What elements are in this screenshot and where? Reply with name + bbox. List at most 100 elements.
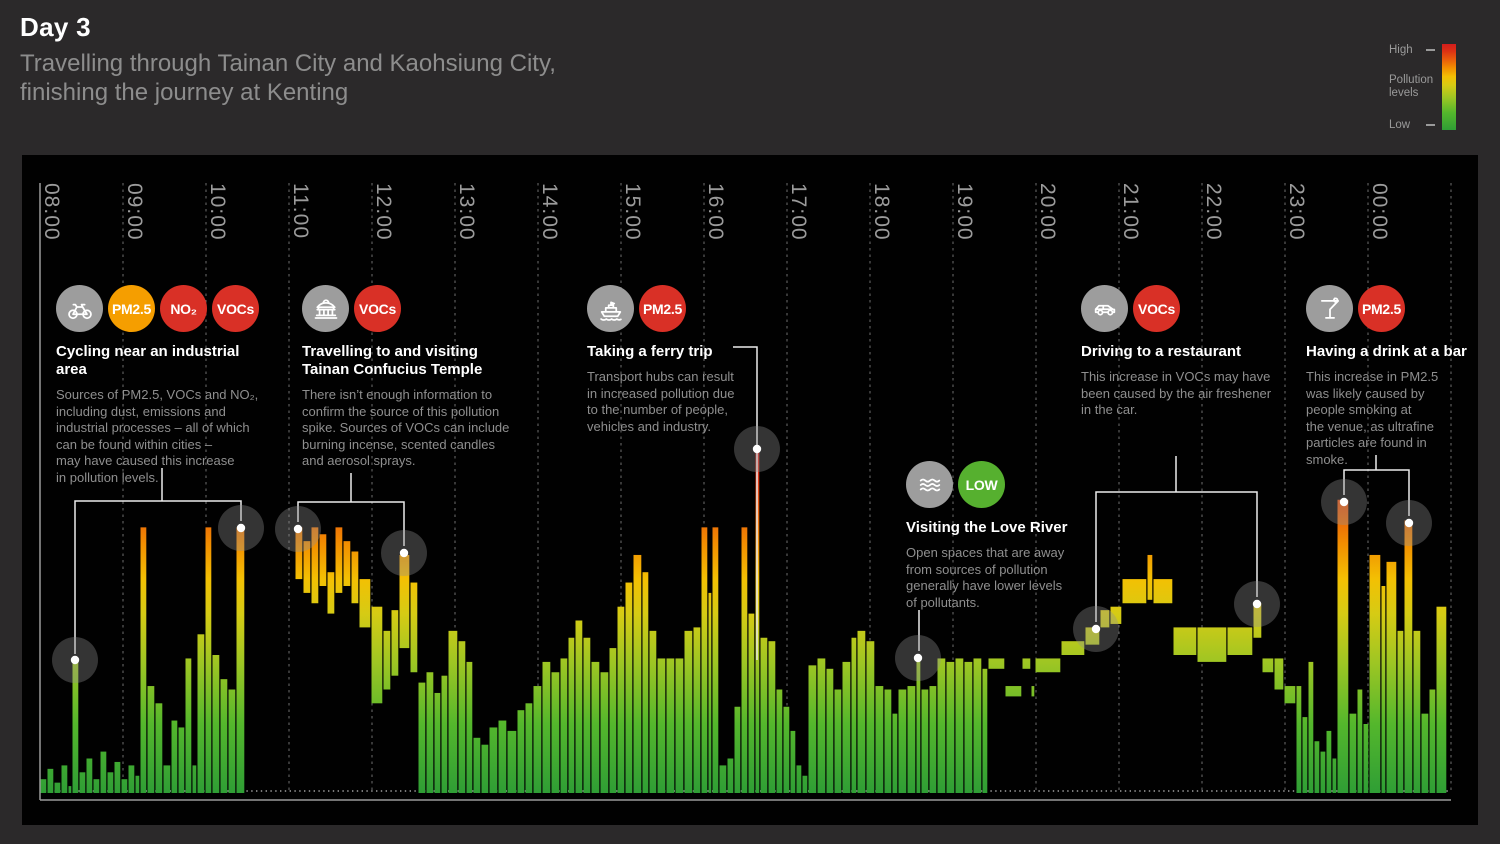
pollution-bar <box>866 641 875 793</box>
annotation-title: Cycling near an industrial area <box>56 343 240 378</box>
pollution-bar <box>617 606 625 793</box>
pollution-bar <box>1429 689 1436 793</box>
marker-dot <box>1339 497 1349 507</box>
annotation-card: PM2.5 Having a drink at a bar This increas… <box>1306 285 1478 468</box>
cocktail-icon <box>1306 285 1353 332</box>
pollution-bar <box>295 527 303 580</box>
pollution-bar <box>135 775 140 793</box>
pollution-bar <box>72 661 79 793</box>
pollution-bar <box>54 782 61 793</box>
pollution-bar <box>1302 717 1308 793</box>
pollution-bar <box>575 620 583 793</box>
marker-dot <box>293 524 303 534</box>
pollution-bar <box>1363 724 1369 793</box>
pollution-bar <box>826 668 834 793</box>
pollution-bar <box>40 779 47 793</box>
pollution-bar <box>817 658 826 793</box>
leader-line <box>733 346 758 660</box>
pollution-bar <box>303 541 311 593</box>
pollution-bar <box>1173 627 1197 655</box>
car-icon <box>1081 285 1128 332</box>
pollution-bar <box>1296 686 1302 793</box>
pollution-bar <box>964 661 973 793</box>
pollution-bar <box>1326 730 1332 793</box>
marker-dot <box>1252 599 1262 609</box>
pollution-bar <box>489 727 498 793</box>
pollutant-badge: PM2.5 <box>108 285 155 332</box>
annotation-body: Sources of PM2.5, VOCs and NO₂, includin… <box>56 387 259 485</box>
pollution-bar <box>1404 520 1413 793</box>
time-label: 11:00 <box>289 183 312 239</box>
pollution-bar <box>583 637 591 793</box>
pollution-bar <box>988 658 1005 669</box>
pollution-bar <box>466 661 473 793</box>
pollutant-badge: VOCs <box>354 285 401 332</box>
pollution-bar <box>1061 641 1085 655</box>
pollution-bar <box>351 551 359 604</box>
pollution-bar <box>768 641 776 793</box>
pollution-bar <box>542 661 551 793</box>
pollution-bar <box>335 527 343 593</box>
pollution-bar <box>107 772 114 793</box>
pollution-bar <box>741 527 748 793</box>
pollution-bar <box>898 689 907 793</box>
pollution-bar <box>760 637 768 793</box>
pollution-bar <box>1031 686 1035 697</box>
marker-dot <box>752 444 762 454</box>
pollution-bar <box>481 744 489 793</box>
pollution-bar <box>434 692 441 793</box>
leader-line <box>297 501 405 546</box>
pollution-bar <box>359 579 371 628</box>
pollution-bar <box>776 689 783 793</box>
marker-dot <box>1404 518 1414 528</box>
time-label: 22:00 <box>1202 183 1225 241</box>
pollution-bar <box>1035 658 1061 673</box>
pollution-bar <box>525 703 533 793</box>
pollution-bar <box>1122 579 1147 604</box>
pollution-bar <box>114 761 121 793</box>
pollution-bar <box>712 527 719 793</box>
legend-high-label: High <box>1389 44 1413 56</box>
pollution-bar <box>448 630 458 793</box>
pollution-bar <box>783 706 790 793</box>
annotation-body: Transport hubs can result in increased p… <box>587 369 735 434</box>
pollution-bar <box>1147 554 1153 600</box>
pollution-bar <box>1110 606 1122 624</box>
annotation-title: Visiting the Love River <box>906 519 1068 536</box>
annotation-card: VOCs Travelling to and visiting Tainan Co… <box>302 285 522 470</box>
pollutant-badge: PM2.5 <box>639 285 686 332</box>
time-label: 19:00 <box>953 183 976 241</box>
annotation-title: Taking a ferry trip <box>587 343 713 360</box>
pollution-bar <box>657 658 666 793</box>
pollution-bar <box>982 668 988 793</box>
pollution-bar <box>1397 630 1404 793</box>
pollution-bar <box>128 765 135 793</box>
pollution-bar <box>907 686 916 793</box>
pollution-bar <box>171 720 178 793</box>
legend-low-tick <box>1426 124 1435 126</box>
pollution-bar <box>1262 658 1274 673</box>
marker-dot <box>70 655 80 665</box>
time-label: 23:00 <box>1285 183 1308 241</box>
pollution-bar <box>1421 713 1429 793</box>
pollution-bar <box>1320 751 1326 793</box>
leader-line <box>74 500 242 654</box>
time-label: 13:00 <box>455 183 478 241</box>
pollution-bar <box>1413 630 1421 793</box>
pollution-bar <box>973 658 982 793</box>
pollutant-badge: VOCs <box>1133 285 1180 332</box>
pollution-bar <box>568 637 575 793</box>
pollution-bar <box>808 665 817 793</box>
pollution-bar <box>1436 606 1447 793</box>
pollution-bar <box>600 672 609 793</box>
pollution-bar <box>1100 610 1110 628</box>
pollution-bar <box>121 779 128 793</box>
annotation-card: PM2.5 Taking a ferry trip Transport hubs c… <box>587 285 757 435</box>
time-label: 09:00 <box>123 183 146 241</box>
pollution-bar <box>834 689 842 793</box>
pollution-bar <box>1284 686 1296 704</box>
pollution-bar <box>418 682 426 793</box>
pollutant-badge: VOCs <box>212 285 259 332</box>
